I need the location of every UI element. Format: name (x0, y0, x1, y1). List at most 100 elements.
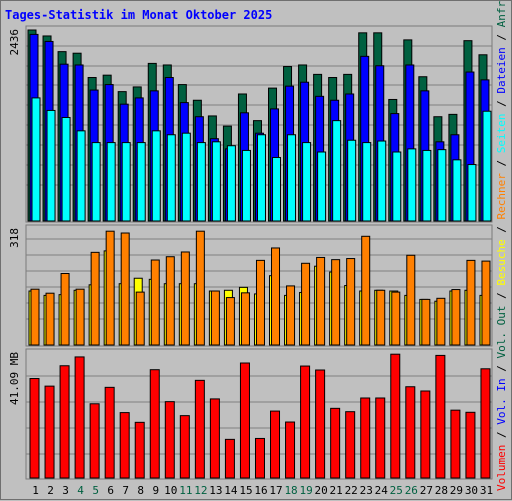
x-tick-label-day-31: 31 (480, 484, 493, 497)
bar-rechner-day-15 (240, 292, 250, 346)
bar-seiten-day-5 (91, 142, 101, 222)
bar-seiten-day-1 (31, 97, 41, 222)
bar-seiten-day-31 (482, 110, 492, 222)
bar-rechner-day-21 (331, 259, 341, 346)
x-tick-label-day-16: 16 (254, 484, 267, 497)
bar-rechner-day-23 (361, 235, 371, 346)
bar-rechner-day-14 (225, 297, 235, 346)
bar-volumen-day-12 (194, 379, 205, 479)
x-tick-label-day-25: 25 (390, 484, 403, 497)
legend-item-14: Anfragen (495, 1, 508, 27)
bar-volumen-day-18 (285, 421, 296, 479)
bar-seiten-day-8 (136, 142, 146, 222)
bar-volumen-day-7 (119, 412, 130, 479)
bar-rechner-day-24 (376, 289, 386, 346)
bar-rechner-day-6 (105, 230, 115, 346)
bar-rechner-day-27 (421, 298, 431, 346)
bar-seiten-day-2 (46, 109, 56, 222)
panel-visits: 318 (8, 224, 493, 347)
panel-volume: 41.09 MB (8, 348, 493, 480)
bar-volumen-day-19 (300, 365, 311, 479)
x-tick-label-day-12: 12 (194, 484, 207, 497)
legend-item-1: / (495, 425, 508, 445)
legend-item-6: Besuche (495, 239, 508, 285)
y-max-label: 41.09 MB (8, 352, 21, 405)
bar-rechner-day-22 (346, 258, 356, 346)
x-tick-label-day-20: 20 (315, 484, 328, 497)
bar-volumen-day-23 (360, 397, 371, 479)
x-tick-label-day-1: 1 (32, 484, 39, 497)
bar-volumen-day-29 (450, 409, 461, 479)
bar-seiten-day-21 (332, 120, 342, 222)
legend-item-4: Vol. Out (495, 306, 508, 359)
bar-volumen-day-8 (134, 421, 145, 479)
legend-item-0: Volumen (495, 445, 508, 491)
x-tick-label-day-17: 17 (269, 484, 282, 497)
x-tick-label-day-15: 15 (239, 484, 252, 497)
bar-seiten-day-11 (181, 132, 191, 222)
bar-volumen-day-15 (239, 362, 250, 479)
bar-seiten-day-14 (226, 145, 236, 222)
x-tick-label-day-18: 18 (284, 484, 297, 497)
bar-rechner-day-5 (90, 251, 100, 346)
bar-rechner-day-30 (466, 259, 476, 346)
bar-volumen-day-4 (74, 356, 85, 479)
bar-seiten-day-26 (407, 148, 417, 222)
legend-item-7: / (495, 219, 508, 239)
x-tick-label-day-29: 29 (450, 484, 463, 497)
bar-volumen-day-24 (375, 397, 386, 479)
bar-rechner-day-29 (451, 289, 461, 346)
chart-title: Tages-Statistik im Monat Oktober 2025 (5, 8, 273, 22)
x-tick-label-day-30: 30 (465, 484, 478, 497)
legend-item-8: Rechner (495, 173, 508, 220)
bar-seiten-day-25 (392, 151, 402, 222)
bar-rechner-day-31 (481, 260, 491, 346)
bar-seiten-day-7 (121, 142, 131, 222)
panel-frame (25, 25, 493, 223)
bar-volumen-day-2 (44, 385, 55, 479)
bar-rechner-day-12 (195, 230, 205, 346)
bar-volumen-day-9 (149, 369, 160, 479)
bar-rechner-day-26 (406, 254, 416, 346)
bar-rechner-day-9 (150, 259, 160, 346)
x-tick-label-day-23: 23 (360, 484, 373, 497)
bar-seiten-day-23 (362, 142, 372, 222)
bar-volumen-day-21 (330, 407, 341, 479)
bar-rechner-day-19 (301, 262, 311, 346)
bar-seiten-day-29 (452, 159, 462, 222)
bar-volumen-day-22 (345, 411, 356, 479)
x-tick-label-day-2: 2 (47, 484, 54, 497)
bar-volumen-day-30 (465, 411, 476, 479)
bar-seiten-day-24 (377, 140, 387, 222)
bar-volumen-day-11 (179, 415, 190, 479)
legend-item-12: Dateien (495, 47, 508, 93)
right-legend: Volumen / Vol. In / Vol. Out / Besuche /… (495, 1, 508, 491)
bar-volumen-day-25 (390, 353, 401, 479)
bar-volumen-day-16 (254, 437, 265, 479)
bar-rechner-day-2 (45, 292, 55, 346)
panel-requests: 2436 (8, 25, 493, 223)
bar-volumen-day-28 (435, 354, 446, 479)
x-tick-label-day-27: 27 (420, 484, 433, 497)
bar-seiten-day-9 (151, 130, 161, 222)
bar-rechner-day-10 (165, 256, 175, 346)
x-tick-label-day-9: 9 (152, 484, 159, 497)
y-max-label: 318 (8, 228, 21, 248)
x-tick-label-day-8: 8 (137, 484, 144, 497)
x-tick-label-day-13: 13 (209, 484, 222, 497)
x-tick-label-day-24: 24 (375, 484, 389, 497)
bar-volumen-day-14 (224, 438, 235, 479)
bar-seiten-day-27 (422, 149, 432, 222)
legend-item-9: / (495, 153, 508, 173)
bar-rechner-day-17 (271, 247, 281, 346)
bar-seiten-day-28 (437, 149, 447, 222)
bar-volumen-day-17 (270, 410, 281, 479)
bar-seiten-day-6 (106, 142, 116, 222)
x-tick-label-day-7: 7 (122, 484, 129, 497)
bar-rechner-day-20 (316, 256, 326, 346)
bar-volumen-day-20 (315, 369, 326, 479)
bar-rechner-day-8 (135, 291, 145, 346)
bar-seiten-day-30 (467, 164, 477, 222)
